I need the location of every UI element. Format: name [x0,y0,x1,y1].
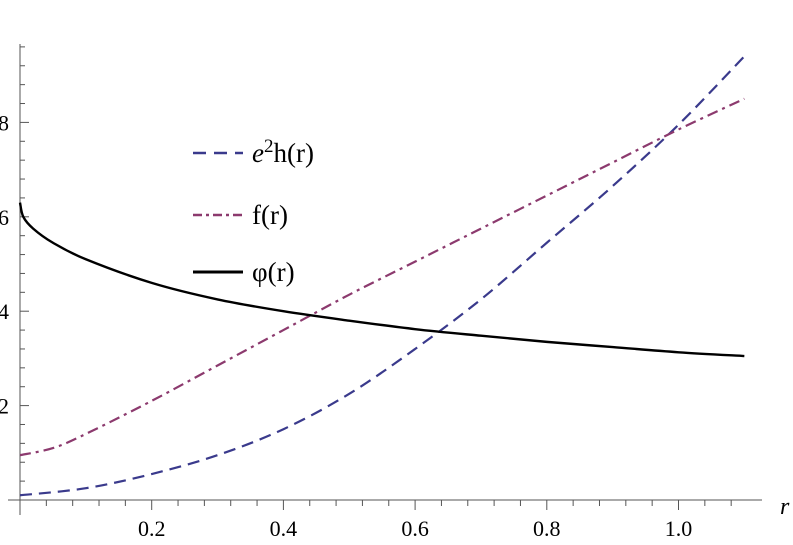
series-line-0 [19,55,746,497]
y-tick-label: 8 [0,110,9,135]
legend-label-0: e2h(r) [252,136,314,168]
y-tick-label: 4 [0,299,9,324]
legend: e2h(r) f(r) φ(r) [193,136,314,287]
series-line-1 [19,97,745,457]
legend-label-2: φ(r) [252,257,295,287]
x-tick-label: 1.0 [665,516,693,541]
axes: 0.2 0.4 0.6 0.8 1.0 2 4 6 8 r [0,44,790,541]
x-tick-label: 0.6 [401,516,429,541]
x-tick-label: 0.8 [533,516,561,541]
legend-label-1: f(r) [252,200,288,230]
plot-area [18,55,746,497]
x-axis-label: r [780,494,790,520]
y-tick-label: 6 [0,205,9,230]
series-line-2 [18,202,745,358]
y-tick-label: 2 [0,394,9,419]
x-tick-label: 0.4 [270,516,298,541]
x-tick-label: 0.2 [138,516,166,541]
